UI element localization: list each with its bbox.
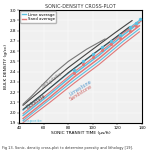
Point xyxy=(92,53,94,56)
Point xyxy=(119,37,121,39)
Point xyxy=(92,56,94,58)
Y-axis label: BULK DENSITY (g/cc): BULK DENSITY (g/cc) xyxy=(4,44,8,89)
Legend: Lime average, Sand average: Lime average, Sand average xyxy=(20,11,56,22)
Point xyxy=(129,30,131,32)
Point xyxy=(138,18,141,21)
Point xyxy=(100,46,103,48)
Point xyxy=(119,34,121,36)
Point xyxy=(135,24,137,27)
Point xyxy=(129,25,131,28)
Title: SONIC-DENSITY CROSS-PLOT: SONIC-DENSITY CROSS-PLOT xyxy=(45,4,116,9)
Point xyxy=(73,68,76,71)
Point xyxy=(73,71,76,74)
Text: Dolomite: Dolomite xyxy=(25,93,47,110)
Text: Sandstone: Sandstone xyxy=(68,84,93,102)
Text: Fig 13. Sonic- density cross-plot to determine porosity and lithology [19].: Fig 13. Sonic- density cross-plot to det… xyxy=(2,146,132,150)
Point xyxy=(82,63,84,66)
Text: Limestone: Limestone xyxy=(68,79,93,97)
Point xyxy=(110,40,112,42)
Text: Anhydrite: Anhydrite xyxy=(41,71,64,89)
Point xyxy=(135,21,137,24)
Text: Evaporite: Evaporite xyxy=(23,119,43,123)
X-axis label: SONIC TRANSIT TIME (µs/ft): SONIC TRANSIT TIME (µs/ft) xyxy=(51,131,110,135)
Point xyxy=(110,43,112,45)
Point xyxy=(100,49,103,51)
Point xyxy=(82,60,84,63)
